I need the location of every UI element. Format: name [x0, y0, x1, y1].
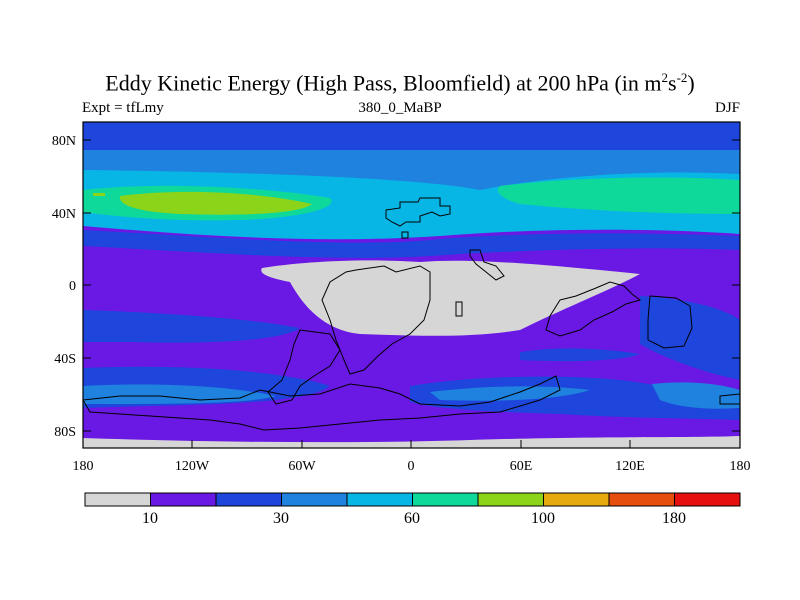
colorbar-box: [412, 492, 479, 507]
experiment-label: Expt = tfLmy: [82, 100, 164, 116]
period-label: 380_0_MaBP: [358, 100, 442, 116]
season-label: DJF: [714, 100, 740, 116]
x-tick-label: 60W: [288, 459, 316, 474]
y-tick-label: 40N: [52, 207, 76, 222]
colorbar-label: 180: [662, 510, 686, 527]
colorbar-box: [674, 492, 741, 507]
colorbar-box: [477, 492, 544, 507]
y-tick-label: 40S: [54, 352, 76, 367]
x-tick-label: 180: [730, 459, 751, 474]
x-tick-label: 120E: [615, 459, 645, 474]
colorbar-label: 60: [404, 510, 420, 527]
colorbar-box: [84, 492, 151, 507]
x-tick-label: 0: [408, 459, 415, 474]
x-tick-label: 60E: [510, 459, 533, 474]
x-tick-label: 180: [73, 459, 94, 474]
colorbar-box: [608, 492, 675, 507]
x-tick-label: 120W: [175, 459, 210, 474]
y-tick-label: 0: [69, 279, 76, 294]
colorbar: [84, 492, 741, 507]
y-tick-label: 80S: [54, 425, 76, 440]
y-tick-marks: [83, 139, 740, 432]
colorbar-label: 10: [142, 510, 158, 527]
plot-title: Eddy Kinetic Energy (High Pass, Bloomfie…: [105, 70, 695, 96]
x-tick-marks: [82, 440, 741, 448]
colorbar-box: [150, 492, 217, 507]
colorbar-box: [281, 492, 348, 507]
colorbar-box: [346, 492, 413, 507]
colorbar-label: 100: [531, 510, 555, 527]
y-tick-label: 80N: [52, 134, 76, 149]
contour-fills: [83, 122, 740, 448]
colorbar-box: [215, 492, 282, 507]
coastlines: [83, 197, 740, 431]
colorbar-box: [543, 492, 610, 507]
colorbar-label: 30: [273, 510, 289, 527]
